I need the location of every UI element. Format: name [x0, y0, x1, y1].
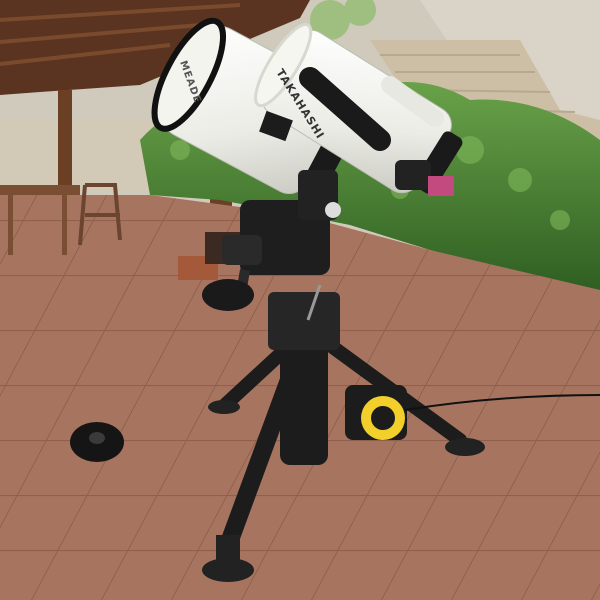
counterweight-floor: [70, 422, 124, 462]
finder-scope: [299, 67, 444, 151]
tripod-feet: [202, 400, 485, 582]
eyepiece-left: [298, 170, 341, 220]
patio-chair: [78, 183, 122, 246]
pergola-post-left: [58, 90, 72, 200]
power-cable: [404, 394, 600, 411]
dovetail-plate: [259, 110, 293, 142]
pier-top: [268, 292, 340, 350]
patio-table: [0, 185, 80, 255]
eyepiece-right: [395, 160, 454, 196]
pergola-beams: [0, 3, 241, 66]
left-stone-wall: [0, 120, 170, 195]
cable-reel: [345, 385, 407, 440]
